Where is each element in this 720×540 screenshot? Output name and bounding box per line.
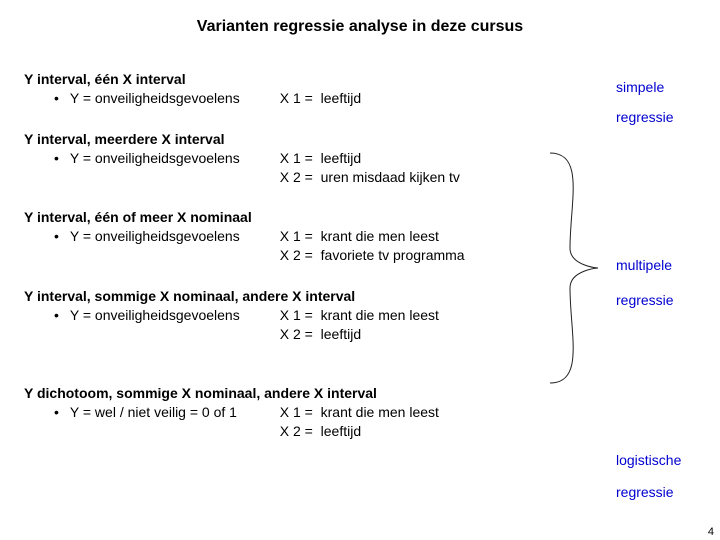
bullet-icon: •: [54, 149, 66, 168]
bullet-icon: •: [54, 227, 66, 246]
page-title: Varianten regressie analyse in deze curs…: [0, 0, 720, 46]
side-simple-2: regressie: [616, 107, 674, 128]
section-1-y: Y = onveiligheidsgevoelens: [70, 89, 276, 108]
section-3-x1: X 1 = krant die men leest: [280, 228, 439, 244]
section-1-x1: X 1 = leeftijd: [280, 90, 361, 106]
side-multi-1: multipele: [616, 255, 672, 276]
section-5-x1: X 1 = krant die men leest: [280, 404, 439, 420]
section-3-y: Y = onveiligheidsgevoelens: [70, 227, 276, 246]
side-multi-2: regressie: [616, 290, 674, 311]
section-2-x2: X 2 = uren misdaad kijken tv: [280, 169, 460, 185]
section-3: Y interval, één of meer X nominaal • Y =…: [24, 208, 544, 265]
section-2-x1: X 1 = leeftijd: [280, 150, 361, 166]
section-1-head: Y interval, één X interval: [24, 70, 544, 89]
side-logi-2: regressie: [616, 482, 674, 503]
section-3-x2: X 2 = favoriete tv programma: [280, 247, 465, 263]
section-3-head: Y interval, één of meer X nominaal: [24, 208, 544, 227]
section-5: Y dichotoom, sommige X nominaal, andere …: [24, 384, 544, 441]
brace-icon: [540, 148, 600, 388]
bullet-icon: •: [54, 403, 66, 422]
section-4-x1: X 1 = krant die men leest: [280, 307, 439, 323]
section-2: Y interval, meerdere X interval • Y = on…: [24, 130, 544, 187]
section-5-y: Y = wel / niet veilig = 0 of 1: [70, 403, 276, 422]
page-number: 4: [708, 526, 714, 538]
bullet-icon: •: [54, 306, 66, 325]
section-4-y: Y = onveiligheidsgevoelens: [70, 306, 276, 325]
section-5-head: Y dichotoom, sommige X nominaal, andere …: [24, 384, 544, 403]
content-column: Y interval, één X interval • Y = onveili…: [24, 70, 544, 462]
section-4: Y interval, sommige X nominaal, andere X…: [24, 287, 544, 344]
section-5-x2: X 2 = leeftijd: [280, 423, 361, 439]
side-simple-1: simpele: [616, 77, 664, 98]
side-logi-1: logistische: [616, 450, 681, 471]
section-2-y: Y = onveiligheidsgevoelens: [70, 149, 276, 168]
section-4-head: Y interval, sommige X nominaal, andere X…: [24, 287, 544, 306]
section-2-head: Y interval, meerdere X interval: [24, 130, 544, 149]
section-4-x2: X 2 = leeftijd: [280, 326, 361, 342]
bullet-icon: •: [54, 89, 66, 108]
section-1: Y interval, één X interval • Y = onveili…: [24, 70, 544, 108]
